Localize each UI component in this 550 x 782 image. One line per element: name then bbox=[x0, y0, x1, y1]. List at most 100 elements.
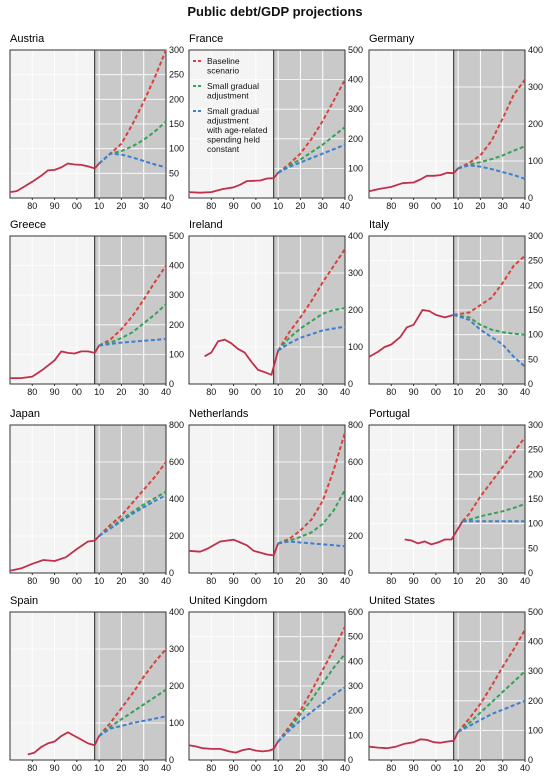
y-tick-label: 200 bbox=[169, 681, 184, 691]
panel-portugal: Portugal 80 90 00 10 20 30 400 50 100 150 200 250 300 bbox=[368, 408, 543, 586]
panel-title: United Kingdom bbox=[189, 595, 267, 607]
panel-united-kingdom: United Kingdom 80 90 00 10 20 30 400 100 200 300 40… bbox=[188, 595, 363, 773]
x-tick-label: 00 bbox=[431, 201, 441, 211]
y-tick-label: 0 bbox=[169, 379, 174, 389]
projection-shading bbox=[273, 50, 345, 198]
x-tick-label: 10 bbox=[94, 763, 104, 773]
y-tick-label: 400 bbox=[348, 494, 363, 504]
series-baseline bbox=[457, 629, 526, 733]
x-tick-label: 40 bbox=[340, 576, 350, 586]
y-tick-label: 0 bbox=[528, 193, 533, 203]
series-gradual bbox=[277, 126, 346, 174]
y-tick-label: 600 bbox=[348, 457, 363, 467]
series-baseline bbox=[461, 436, 526, 522]
x-tick-label: 40 bbox=[340, 387, 350, 397]
y-tick-label: 200 bbox=[348, 706, 363, 716]
panel-greece: Greece 80 90 00 10 20 30 400 100 200 300 400 500 bbox=[9, 219, 184, 397]
x-tick-label: 90 bbox=[50, 763, 60, 773]
x-tick-label: 00 bbox=[72, 576, 82, 586]
y-tick-label: 300 bbox=[528, 82, 543, 92]
x-tick-label: 20 bbox=[116, 387, 126, 397]
y-tick-label: 500 bbox=[169, 231, 184, 241]
y-tick-label: 200 bbox=[169, 531, 184, 541]
series-actual bbox=[27, 731, 100, 756]
x-tick-label: 10 bbox=[273, 387, 283, 397]
x-tick-label: 90 bbox=[409, 763, 419, 773]
series-gradual bbox=[453, 313, 526, 336]
series-aging bbox=[98, 494, 167, 537]
series-actual bbox=[9, 535, 100, 572]
x-tick-label: 20 bbox=[475, 387, 485, 397]
x-tick-label: 40 bbox=[340, 201, 350, 211]
plot-frame bbox=[188, 235, 346, 385]
x-tick-label: 20 bbox=[295, 387, 305, 397]
x-tick-label: 20 bbox=[116, 201, 126, 211]
y-tick-label: 300 bbox=[528, 420, 543, 430]
y-tick-label: 0 bbox=[169, 193, 174, 203]
series-actual bbox=[368, 731, 459, 750]
x-tick-label: 20 bbox=[475, 201, 485, 211]
series-baseline bbox=[277, 432, 346, 545]
x-tick-label: 30 bbox=[318, 576, 328, 586]
y-tick-label: 200 bbox=[348, 134, 363, 144]
x-tick-label: 30 bbox=[139, 576, 149, 586]
y-tick-label: 800 bbox=[348, 420, 363, 430]
legend-label: with age-related bbox=[206, 125, 268, 135]
y-tick-label: 400 bbox=[348, 75, 363, 85]
x-tick-label: 90 bbox=[229, 576, 239, 586]
y-tick-label: 400 bbox=[348, 231, 363, 241]
series-baseline bbox=[277, 248, 346, 352]
panel-title: Greece bbox=[10, 219, 46, 231]
series-aging bbox=[277, 143, 346, 174]
x-tick-label: 10 bbox=[273, 201, 283, 211]
panel-title: Germany bbox=[369, 33, 415, 45]
x-tick-label: 30 bbox=[139, 387, 149, 397]
y-tick-label: 100 bbox=[528, 156, 543, 166]
series-gradual bbox=[462, 502, 526, 523]
x-tick-label: 20 bbox=[475, 576, 485, 586]
y-tick-label: 300 bbox=[348, 104, 363, 114]
legend-label: scenario bbox=[207, 66, 239, 76]
x-tick-label: 00 bbox=[72, 201, 82, 211]
y-tick-label: 250 bbox=[169, 70, 184, 80]
y-tick-label: 400 bbox=[348, 656, 363, 666]
y-tick-label: 300 bbox=[348, 681, 363, 691]
x-tick-label: 90 bbox=[409, 387, 419, 397]
x-tick-label: 30 bbox=[318, 387, 328, 397]
y-tick-label: 200 bbox=[348, 305, 363, 315]
series-aging bbox=[277, 540, 346, 548]
x-tick-label: 10 bbox=[453, 387, 463, 397]
plot-frame bbox=[188, 611, 346, 761]
x-tick-label: 00 bbox=[251, 763, 261, 773]
legend-label: adjustment bbox=[207, 91, 249, 101]
x-tick-label: 80 bbox=[386, 201, 396, 211]
series-actual bbox=[188, 538, 279, 557]
x-tick-label: 00 bbox=[72, 387, 82, 397]
x-tick-label: 10 bbox=[94, 201, 104, 211]
plot-frame bbox=[368, 235, 526, 385]
series-actual bbox=[9, 162, 100, 193]
series-actual bbox=[368, 309, 454, 358]
y-tick-label: 400 bbox=[169, 494, 184, 504]
y-tick-label: 0 bbox=[169, 568, 174, 578]
y-tick-label: 150 bbox=[528, 305, 543, 315]
x-tick-label: 80 bbox=[206, 201, 216, 211]
y-tick-label: 400 bbox=[169, 607, 184, 617]
series-aging bbox=[457, 699, 526, 733]
x-tick-label: 90 bbox=[229, 387, 239, 397]
y-tick-label: 300 bbox=[169, 290, 184, 300]
y-tick-label: 0 bbox=[348, 755, 353, 765]
y-tick-label: 50 bbox=[528, 543, 538, 553]
x-tick-label: 40 bbox=[520, 763, 530, 773]
x-tick-label: 00 bbox=[251, 387, 261, 397]
x-tick-label: 80 bbox=[386, 576, 396, 586]
x-tick-label: 80 bbox=[386, 763, 396, 773]
x-tick-label: 80 bbox=[27, 387, 37, 397]
x-tick-label: 10 bbox=[273, 763, 283, 773]
series-gradual bbox=[98, 688, 167, 737]
plot-frame bbox=[368, 611, 526, 761]
series-aging bbox=[98, 338, 167, 347]
series-actual bbox=[368, 167, 459, 193]
series-aging bbox=[98, 715, 167, 737]
y-tick-label: 100 bbox=[348, 163, 363, 173]
